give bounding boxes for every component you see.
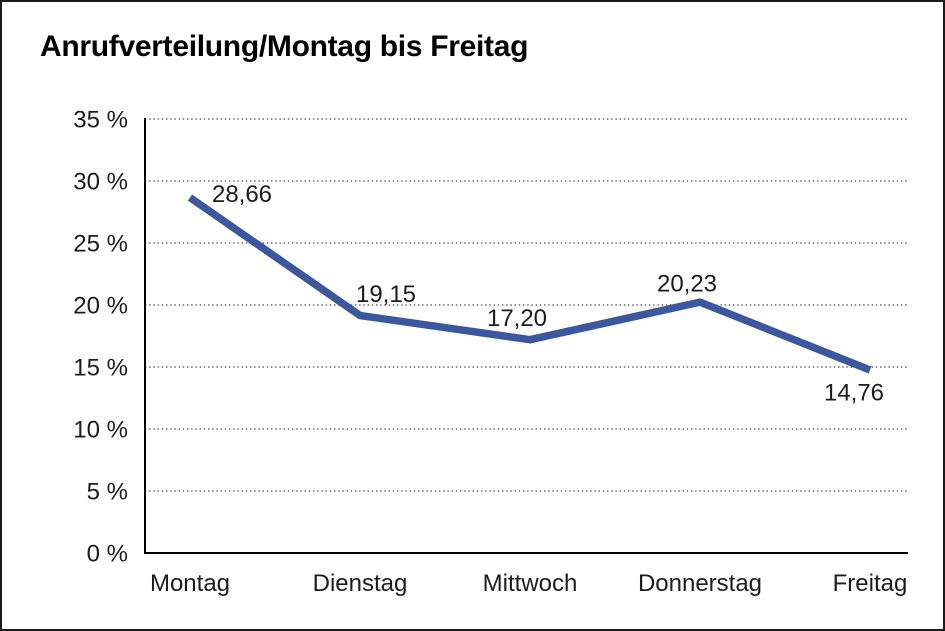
y-tick-label-20: 20 % [73,293,128,320]
y-tick-label-25: 25 % [73,231,128,258]
y-tick-label-35: 35 % [73,107,128,134]
y-tick-label-10: 10 % [73,417,128,444]
data-label-montag: 28,66 [212,181,272,208]
x-axis-label-dienstag: Dienstag [313,570,408,597]
chart-title: Anrufverteilung/Montag bis Freitag [40,30,529,63]
x-axis-label-donnerstag: Donnerstag [638,570,762,597]
y-tick-label-30: 30 % [73,169,128,196]
data-label-mittwoch: 17,20 [487,305,547,332]
x-axis-label-montag: Montag [150,570,230,597]
y-tick-label-5: 5 % [87,479,128,506]
series-line-anrufverteilung [187,194,872,374]
y-tick-label-0: 0 % [87,541,128,568]
x-axis-label-freitag: Freitag [833,570,908,597]
data-label-donnerstag: 20,23 [657,271,717,298]
x-axis-label-mittwoch: Mittwoch [483,570,578,597]
data-label-dienstag: 19,15 [356,281,416,308]
data-label-freitag: 14,76 [824,379,884,406]
y-tick-label-15: 15 % [73,355,128,382]
